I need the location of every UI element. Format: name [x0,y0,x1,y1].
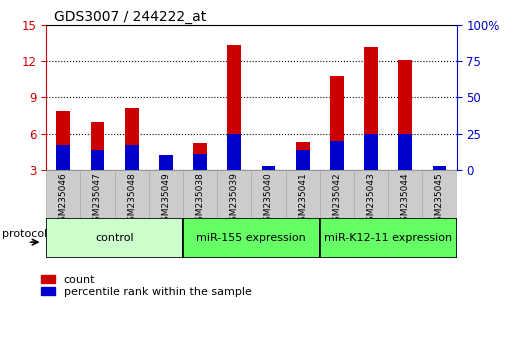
Text: GSM235041: GSM235041 [298,172,307,227]
Bar [193,154,207,170]
Bar [159,155,173,170]
Bar [149,170,183,218]
Text: protocol: protocol [2,229,48,239]
Text: GSM235042: GSM235042 [332,172,341,227]
Text: GSM235045: GSM235045 [435,172,444,227]
Text: GSM235044: GSM235044 [401,172,410,227]
Bar [217,170,251,218]
Text: GSM235043: GSM235043 [367,172,376,227]
Bar [193,143,207,170]
Bar [91,121,104,170]
Bar [56,111,70,170]
Bar [388,170,422,218]
Bar [422,170,457,218]
Bar [46,170,81,218]
Text: GSM235039: GSM235039 [230,172,239,227]
Bar [262,166,275,170]
Bar [432,166,446,170]
Text: control: control [95,233,134,243]
Bar [262,166,275,170]
Bar [330,75,344,170]
Text: GSM235046: GSM235046 [59,172,68,227]
Bar [354,170,388,218]
Legend: count, percentile rank within the sample: count, percentile rank within the sample [42,275,251,297]
Bar [91,150,104,170]
Bar [46,218,183,258]
Text: GSM235038: GSM235038 [195,172,205,227]
Bar [114,170,149,218]
Text: GSM235049: GSM235049 [162,172,170,227]
Bar [399,133,412,170]
Text: GSM235048: GSM235048 [127,172,136,227]
Text: miR-155 expression: miR-155 expression [196,233,306,243]
Bar [432,166,446,170]
Bar [125,108,139,170]
Bar [330,141,344,170]
Bar [159,158,173,170]
Bar [364,46,378,170]
Bar [227,133,241,170]
Bar [364,133,378,170]
Text: miR-K12-11 expression: miR-K12-11 expression [324,233,452,243]
Bar [399,60,412,170]
Bar [183,218,320,258]
Bar [296,150,309,170]
Bar [81,170,114,218]
Bar [320,218,457,258]
Bar [56,145,70,170]
Bar [296,142,309,170]
Text: GSM235047: GSM235047 [93,172,102,227]
Bar [125,145,139,170]
Bar [286,170,320,218]
Bar [183,170,217,218]
Bar [320,170,354,218]
Text: GSM235040: GSM235040 [264,172,273,227]
Bar [227,45,241,170]
Text: GDS3007 / 244222_at: GDS3007 / 244222_at [54,10,207,24]
Bar [251,170,286,218]
